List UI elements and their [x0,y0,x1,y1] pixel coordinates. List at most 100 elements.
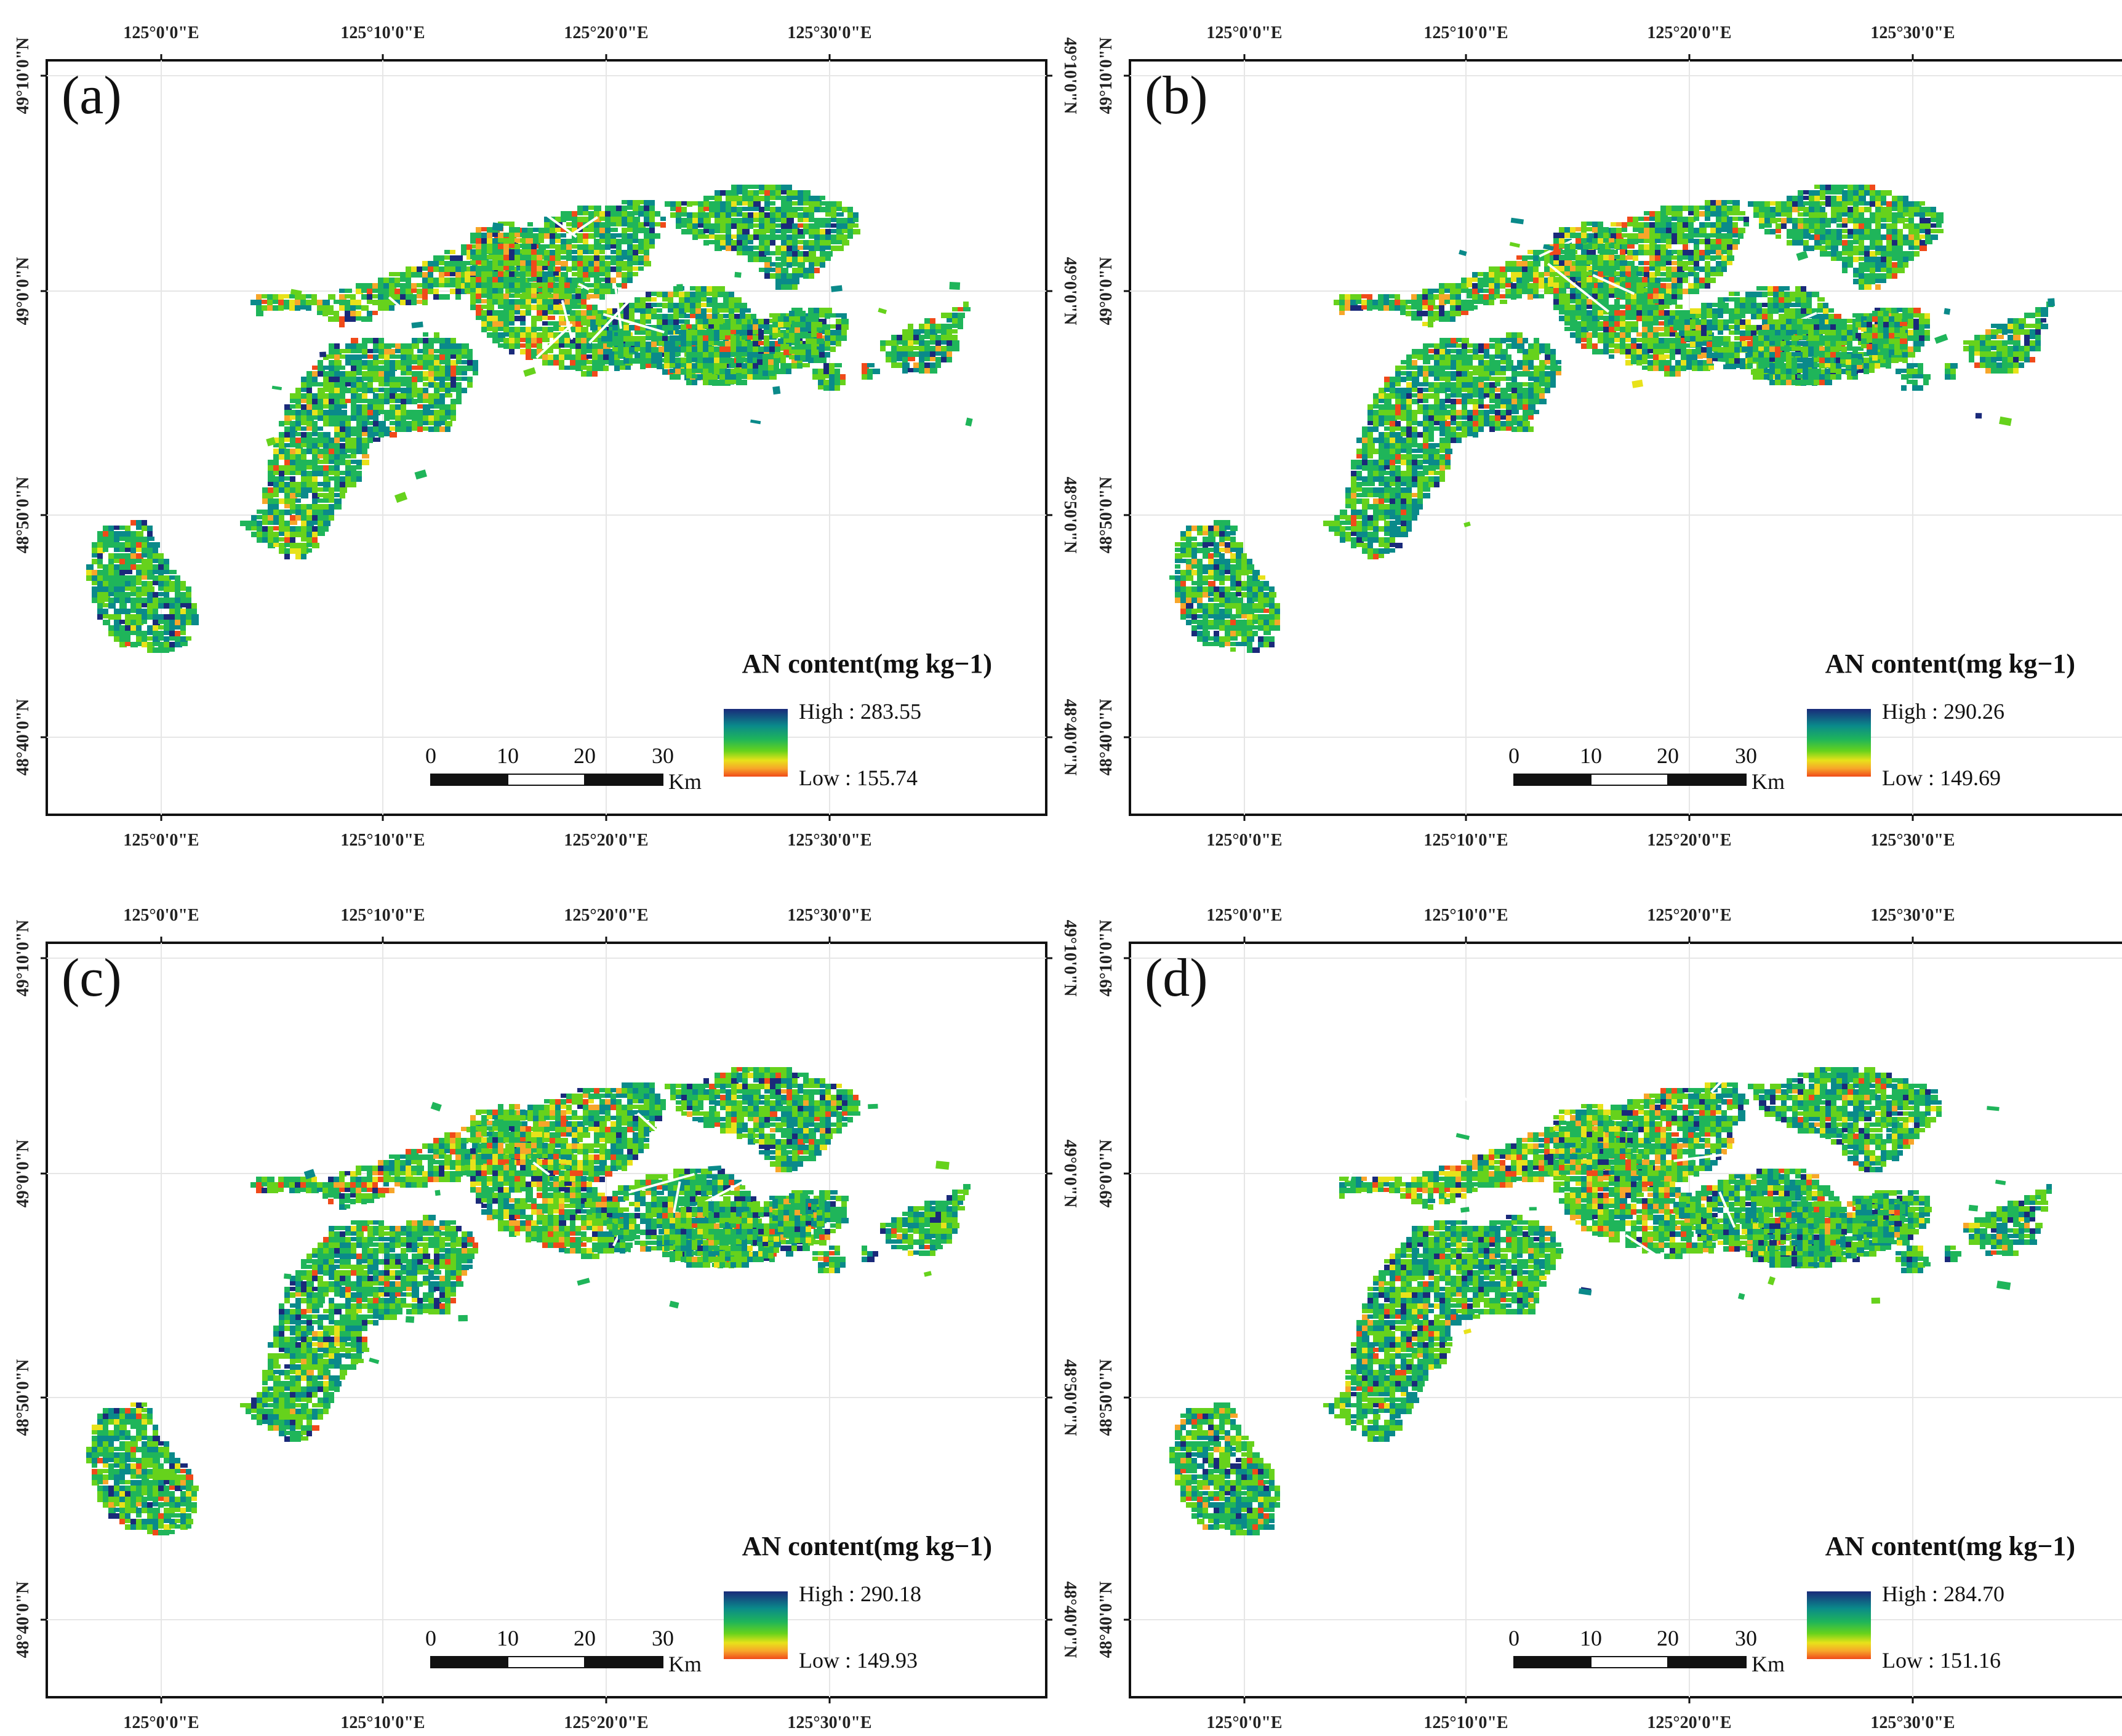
field-patch [675,358,681,363]
field-patch [180,631,186,635]
field-patch [570,360,577,366]
field-patch [372,289,380,293]
field-patch [450,255,457,261]
field-patch [306,532,314,537]
field-patch [791,341,797,345]
field-patch [164,559,169,564]
field-patch [384,388,391,393]
field-patch [742,246,748,251]
field-patch [1423,438,1428,443]
field-patch [1401,487,1408,493]
field-patch [941,346,947,351]
field-patch [1191,609,1197,614]
field-patch [329,443,334,449]
field-patch [1390,415,1397,421]
field-patch [1473,382,1478,388]
field-patch [1214,564,1219,570]
field-patch [1401,493,1406,498]
field-patch [786,341,791,346]
field-patch [570,366,575,370]
field-patch [792,240,798,246]
field-patch [550,244,555,249]
field-patch [720,223,726,229]
field-patch [290,443,295,447]
field-patch [329,360,336,366]
field-patch [550,233,555,239]
field-patch [1434,460,1441,465]
field-patch [373,360,378,366]
field-patch [356,393,362,399]
field-patch [1494,266,1500,272]
field-patch [673,292,681,297]
field-patch [748,185,753,189]
field-patch [301,454,306,460]
field-patch [439,360,447,364]
field-patch [542,327,548,332]
field-patch [1395,371,1401,377]
field-patch [797,363,803,369]
field-patch [1534,377,1541,382]
field-patch [537,299,544,305]
field-patch [820,223,825,228]
field-patch [919,335,924,340]
field-patch [1390,410,1395,415]
field-patch [423,415,430,421]
field-patch [787,190,794,196]
field-patch [1660,261,1666,266]
field-patch [1451,426,1456,432]
field-patch [450,377,456,382]
field-patch [378,283,383,289]
field-patch [295,294,300,300]
field-patch [629,308,635,314]
field-patch [1230,603,1236,609]
field-patch [1356,515,1362,519]
field-patch [356,360,362,366]
field-patch [791,346,797,352]
field-patch [317,311,322,315]
field-patch [1351,460,1356,465]
field-patch [97,548,105,553]
field-patch [1445,354,1451,360]
field-patch [808,330,814,335]
field-patch [180,625,186,631]
field-patch [835,380,840,385]
field-patch [947,340,952,346]
field-patch [1390,471,1395,476]
field-patch [537,354,544,359]
field-patch [806,316,811,322]
field-patch [312,371,318,377]
field-patch [289,305,295,311]
field-patch [351,426,356,432]
field-patch [1523,426,1528,432]
field-patch [1439,465,1445,471]
field-patch [1401,476,1406,482]
field-patch [130,553,138,559]
field-patch [1384,543,1390,548]
field-patch [590,319,596,325]
field-patch [787,229,794,233]
field-patch [594,239,601,244]
field-patch [1611,228,1618,233]
field-patch [611,255,616,261]
field-patch [262,294,269,298]
field-patch [897,357,902,361]
field-patch [147,526,153,531]
field-patch [1683,239,1688,244]
field-patch [306,421,312,426]
field-patch [930,340,935,345]
field-patch [411,294,417,300]
field-patch [561,211,566,217]
field-patch [798,240,803,244]
field-patch [1367,432,1373,438]
field-patch [125,592,130,598]
field-patch [373,404,378,410]
field-patch [1644,222,1649,228]
field-patch [913,346,919,350]
field-patch [747,358,753,363]
field-patch [829,385,836,391]
field-patch [1660,239,1666,243]
field-patch [1208,586,1215,592]
field-patch [395,421,401,426]
field-patch [783,344,789,348]
field-patch [825,341,830,346]
